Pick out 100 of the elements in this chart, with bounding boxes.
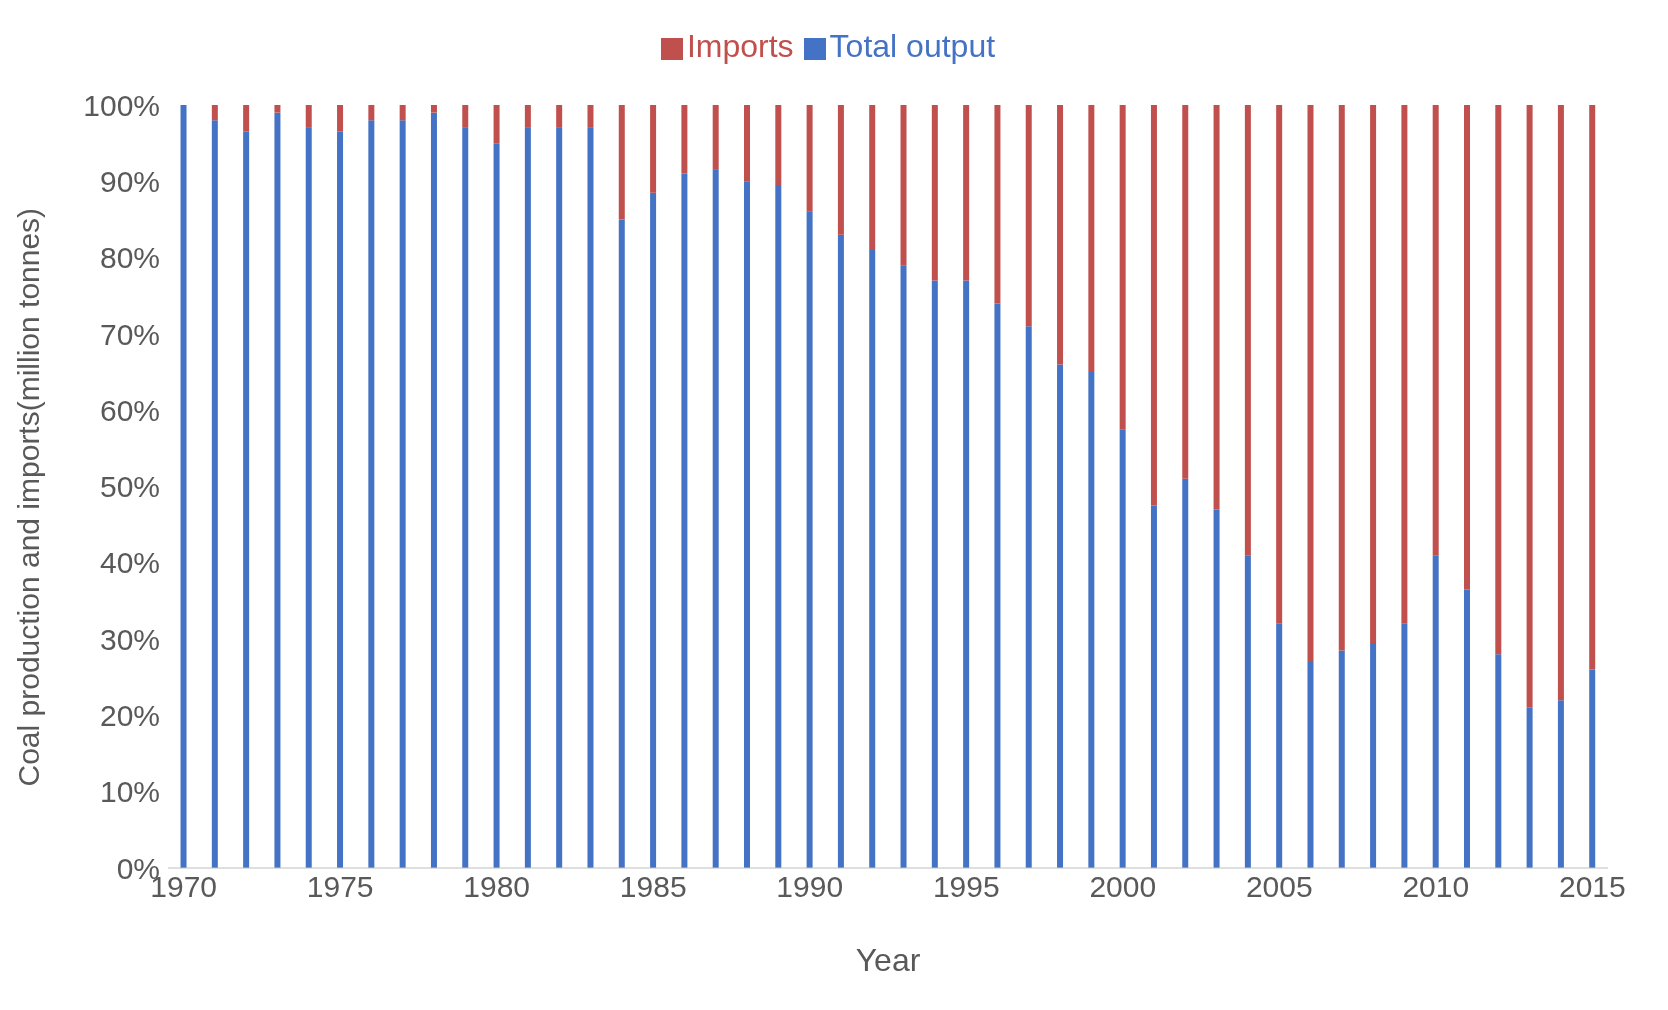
bar [368, 105, 375, 121]
y-tick-label: 60% [99, 393, 160, 427]
bar [1182, 478, 1189, 868]
bar [274, 105, 281, 113]
x-tick-label: 1990 [776, 870, 844, 904]
y-tick-label: 20% [99, 699, 160, 733]
bar [587, 105, 594, 128]
bar [1589, 105, 1596, 670]
bar [618, 105, 625, 220]
bar [1213, 105, 1220, 510]
bar [1370, 642, 1377, 868]
bar [493, 143, 500, 868]
bar [1526, 707, 1533, 868]
y-tick-label: 40% [99, 546, 160, 580]
bar [1088, 372, 1095, 868]
bar [1119, 429, 1126, 868]
bar [1150, 105, 1157, 506]
x-tick-label: 1980 [463, 870, 531, 904]
bar [399, 120, 406, 868]
bar [1244, 105, 1251, 556]
bar [243, 105, 250, 132]
y-tick-label: 70% [99, 317, 160, 351]
bar [1401, 105, 1408, 624]
bar [1370, 105, 1377, 643]
bar [430, 105, 437, 113]
bar [368, 120, 375, 868]
bar [869, 249, 876, 868]
bar [650, 192, 657, 868]
bar [1338, 650, 1345, 868]
bar [1557, 105, 1564, 701]
bar [430, 112, 437, 868]
bar [1401, 623, 1408, 868]
legend-label: Imports [686, 28, 794, 64]
bar [775, 185, 782, 868]
bar [1025, 105, 1032, 327]
bar [1495, 654, 1502, 868]
bar [274, 112, 281, 868]
bar [1307, 105, 1314, 662]
bar [1276, 623, 1283, 868]
bar [1057, 105, 1064, 365]
bar [931, 280, 938, 868]
bar [556, 127, 563, 868]
bar [211, 120, 218, 868]
bar [524, 127, 531, 868]
bar [243, 131, 250, 868]
bar [963, 105, 970, 281]
bar [1526, 105, 1533, 708]
bar [1432, 105, 1439, 556]
bar [211, 105, 218, 121]
bar [1589, 669, 1596, 868]
y-tick-label: 10% [99, 775, 160, 809]
bar [994, 105, 1001, 304]
bar [837, 234, 844, 868]
bar [712, 105, 719, 170]
bar [650, 105, 657, 193]
bar [963, 280, 970, 868]
y-tick-label: 90% [99, 164, 160, 198]
bar [587, 127, 594, 868]
y-tick-label: 50% [99, 470, 160, 504]
bar [900, 265, 907, 868]
bar [337, 131, 344, 868]
bar [1182, 105, 1189, 479]
y-axis-title: Coal production and imports(million tonnes) [11, 207, 45, 787]
bar [399, 105, 406, 121]
bar [1276, 105, 1283, 624]
bar [1213, 509, 1220, 868]
x-tick-label: 2005 [1245, 870, 1313, 904]
bar [305, 127, 312, 868]
bar [712, 169, 719, 868]
bar [806, 211, 813, 868]
bar [837, 105, 844, 235]
bar [775, 105, 782, 186]
y-tick-label: 30% [99, 622, 160, 656]
bar [1088, 105, 1095, 373]
bar [806, 105, 813, 212]
bar [1150, 505, 1157, 868]
bar [681, 105, 688, 174]
x-tick-label: 1975 [306, 870, 374, 904]
bar [180, 105, 187, 868]
y-tick-label: 100% [83, 88, 160, 122]
bar [1464, 105, 1470, 590]
bar [1432, 555, 1439, 868]
x-tick-label: 2000 [1089, 870, 1157, 904]
bar [493, 105, 500, 144]
bar [869, 105, 876, 250]
bar [1119, 105, 1126, 430]
bar [1025, 326, 1032, 868]
x-tick-label: 1985 [619, 870, 687, 904]
bar [462, 127, 469, 868]
bar [462, 105, 469, 128]
bar [556, 105, 563, 128]
bar [1464, 589, 1470, 868]
bar [994, 303, 1001, 868]
bar [1495, 105, 1502, 655]
y-tick-label: 80% [99, 241, 160, 275]
bar [931, 105, 938, 281]
x-tick-label: 1995 [932, 870, 1000, 904]
bar [618, 219, 625, 868]
bar [744, 105, 750, 182]
bar [1338, 105, 1345, 651]
